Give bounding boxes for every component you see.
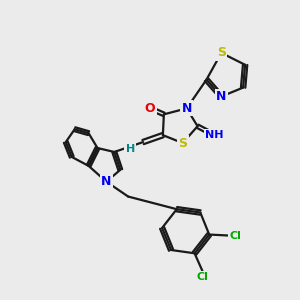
Text: S: S — [217, 46, 226, 59]
Text: O: O — [145, 102, 155, 115]
Text: N: N — [182, 102, 192, 115]
Text: N: N — [216, 90, 226, 103]
Text: N: N — [101, 175, 112, 188]
Text: NH: NH — [205, 130, 224, 140]
Text: S: S — [178, 136, 187, 150]
Text: Cl: Cl — [196, 272, 208, 282]
Text: H: H — [126, 144, 135, 154]
Text: Cl: Cl — [229, 230, 241, 241]
